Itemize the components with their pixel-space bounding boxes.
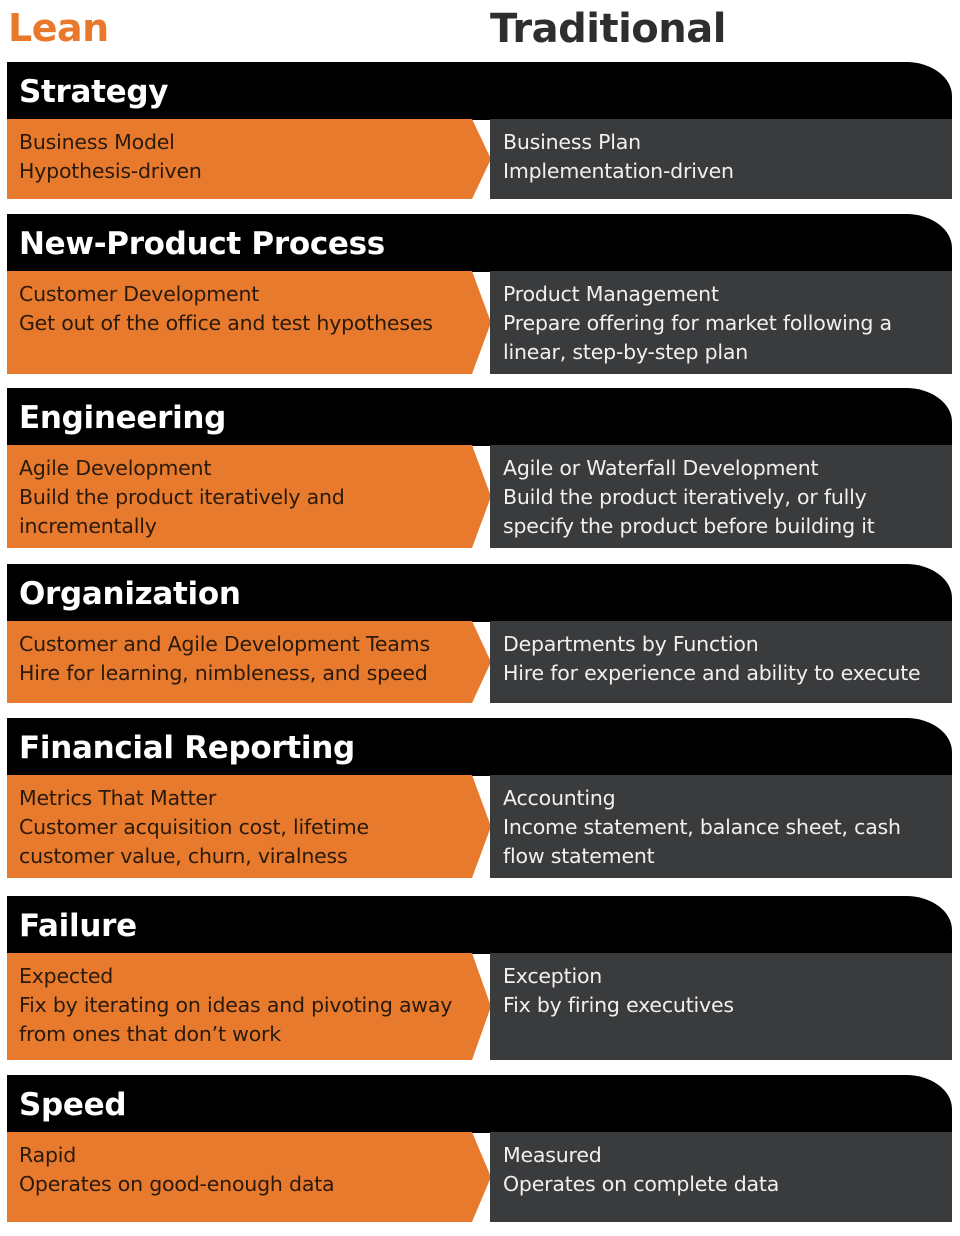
lean-text: Rapid Operates on good-enough data <box>19 1141 469 1199</box>
traditional-label: Agile or Waterfall Development <box>503 456 819 480</box>
section-strategy: Strategy Business Model Hypothesis-driven B… <box>7 62 952 199</box>
lean-description-line: customer value, churn, viralness <box>19 844 348 868</box>
traditional-box: Product Management Prepare offering for m… <box>490 271 952 374</box>
lean-description-line: from ones that don’t work <box>19 1022 281 1046</box>
section-header-band: Failure <box>7 896 952 954</box>
traditional-description-line: Prepare offering for market following a <box>503 311 892 335</box>
section-new-product-process: New-Product Process Customer Development G… <box>7 214 952 374</box>
lean-description-line: Fix by iterating on ideas and pivoting a… <box>19 993 453 1017</box>
section-title: New-Product Process <box>19 226 385 262</box>
traditional-description-line: Fix by firing executives <box>503 993 734 1017</box>
lean-label: Metrics That Matter <box>19 786 217 810</box>
traditional-description-line: flow statement <box>503 844 655 868</box>
lean-description-line: Hypothesis-driven <box>19 159 202 183</box>
lean-text: Expected Fix by iterating on ideas and pi… <box>19 962 469 1049</box>
traditional-text: Agile or Waterfall Development Build the … <box>503 454 948 541</box>
traditional-description-line: Operates on complete data <box>503 1172 780 1196</box>
lean-box: Agile Development Build the product itera… <box>7 445 491 548</box>
traditional-box: Business Plan Implementation-driven <box>490 119 952 199</box>
traditional-label: Business Plan <box>503 130 641 154</box>
lean-label: Customer Development <box>19 282 260 306</box>
traditional-text: Accounting Income statement, balance shee… <box>503 784 948 871</box>
traditional-description-line: Income statement, balance sheet, cash <box>503 815 901 839</box>
section-title: Organization <box>19 576 241 612</box>
section-title: Engineering <box>19 400 227 436</box>
lean-label: Business Model <box>19 130 175 154</box>
section-failure: Failure Expected Fix by iterating on ideas… <box>7 896 952 1060</box>
traditional-label: Product Management <box>503 282 719 306</box>
lean-column-title: Lean <box>8 6 109 50</box>
lean-text: Metrics That Matter Customer acquisition … <box>19 784 469 871</box>
section-header-band: Financial Reporting <box>7 718 952 776</box>
section-title: Failure <box>19 908 137 944</box>
lean-label: Agile Development <box>19 456 212 480</box>
traditional-box: Agile or Waterfall Development Build the … <box>490 445 952 548</box>
traditional-text: Measured Operates on complete data <box>503 1141 948 1199</box>
section-header-band: Organization <box>7 564 952 622</box>
section-header-band: Speed <box>7 1075 952 1133</box>
traditional-text: Business Plan Implementation-driven <box>503 128 948 186</box>
lean-text: Customer Development Get out of the offic… <box>19 280 469 338</box>
lean-box: Business Model Hypothesis-driven <box>7 119 491 199</box>
section-title: Strategy <box>19 74 169 110</box>
traditional-description-line: Implementation-driven <box>503 159 734 183</box>
section-organization: Organization Customer and Agile Developme… <box>7 564 952 703</box>
traditional-label: Departments by Function <box>503 632 759 656</box>
traditional-text: Product Management Prepare offering for m… <box>503 280 948 367</box>
column-headers: Lean Traditional <box>0 0 960 60</box>
lean-description-line: Build the product iteratively and <box>19 485 345 509</box>
section-financial-reporting: Financial Reporting Metrics That Matter Cu… <box>7 718 952 878</box>
lean-description-line: Hire for learning, nimbleness, and speed <box>19 661 428 685</box>
lean-box: Customer Development Get out of the offic… <box>7 271 491 374</box>
traditional-text: Exception Fix by firing executives <box>503 962 948 1020</box>
lean-description-line: Get out of the office and test hypothese… <box>19 311 433 335</box>
lean-description-line: Customer acquisition cost, lifetime <box>19 815 369 839</box>
lean-label: Customer and Agile Development Teams <box>19 632 430 656</box>
section-engineering: Engineering Agile Development Build the pr… <box>7 388 952 548</box>
traditional-text: Departments by Function Hire for experien… <box>503 630 948 688</box>
traditional-box: Measured Operates on complete data <box>490 1132 952 1222</box>
section-header-band: New-Product Process <box>7 214 952 272</box>
section-title: Speed <box>19 1087 127 1123</box>
lean-label: Rapid <box>19 1143 77 1167</box>
traditional-description-line: specify the product before building it <box>503 514 875 538</box>
traditional-label: Measured <box>503 1143 602 1167</box>
lean-text: Agile Development Build the product itera… <box>19 454 469 541</box>
traditional-description-line: Hire for experience and ability to execu… <box>503 661 921 685</box>
section-speed: Speed Rapid Operates on good-enough data Me… <box>7 1075 952 1222</box>
lean-box: Metrics That Matter Customer acquisition … <box>7 775 491 878</box>
lean-label: Expected <box>19 964 114 988</box>
traditional-label: Accounting <box>503 786 616 810</box>
traditional-description-line: linear, step-by-step plan <box>503 340 749 364</box>
lean-box: Expected Fix by iterating on ideas and pi… <box>7 953 491 1060</box>
section-header-band: Engineering <box>7 388 952 446</box>
lean-text: Customer and Agile Development Teams Hire… <box>19 630 469 688</box>
lean-description-line: Operates on good-enough data <box>19 1172 335 1196</box>
section-title: Financial Reporting <box>19 730 355 766</box>
traditional-box: Departments by Function Hire for experien… <box>490 621 952 703</box>
lean-box: Rapid Operates on good-enough data <box>7 1132 491 1222</box>
traditional-label: Exception <box>503 964 603 988</box>
traditional-description-line: Build the product iteratively, or fully <box>503 485 867 509</box>
section-header-band: Strategy <box>7 62 952 120</box>
traditional-box: Exception Fix by firing executives <box>490 953 952 1060</box>
lean-text: Business Model Hypothesis-driven <box>19 128 469 186</box>
lean-description-line: incrementally <box>19 514 157 538</box>
traditional-box: Accounting Income statement, balance shee… <box>490 775 952 878</box>
lean-box: Customer and Agile Development Teams Hire… <box>7 621 491 703</box>
traditional-column-title: Traditional <box>490 6 726 52</box>
